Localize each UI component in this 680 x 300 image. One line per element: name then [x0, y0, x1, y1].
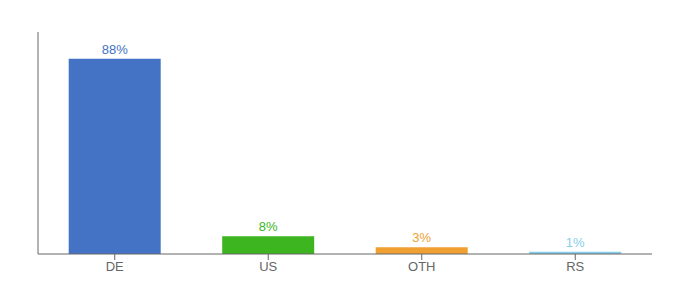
svg-text:US: US	[259, 259, 277, 274]
svg-text:DE: DE	[106, 259, 124, 274]
svg-text:OTH: OTH	[408, 259, 435, 274]
svg-text:8%: 8%	[259, 219, 278, 234]
svg-text:3%: 3%	[412, 230, 431, 245]
svg-text:88%: 88%	[102, 42, 128, 57]
svg-text:RS: RS	[566, 259, 584, 274]
svg-text:1%: 1%	[566, 235, 585, 250]
